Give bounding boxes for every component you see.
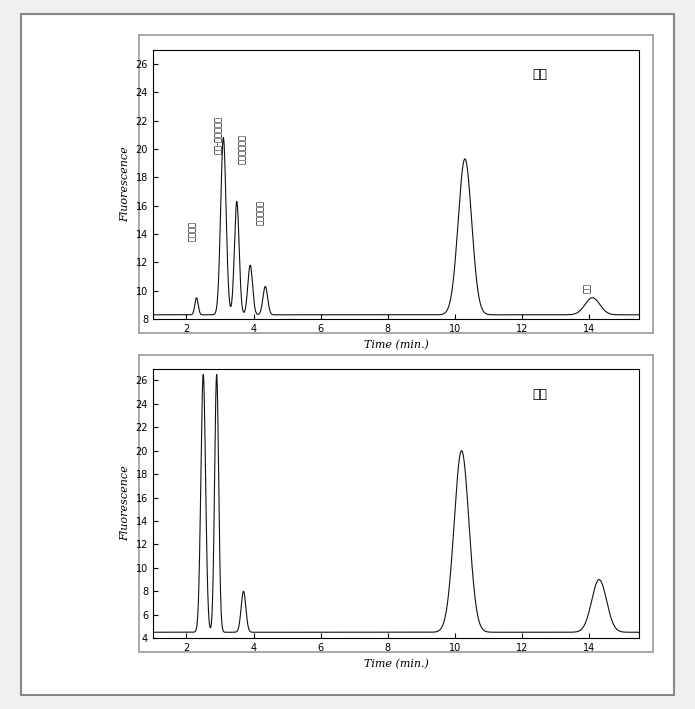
X-axis label: Time (min.): Time (min.) — [363, 659, 429, 669]
Text: 标准: 标准 — [532, 69, 548, 82]
Y-axis label: Fluorescence: Fluorescence — [120, 466, 130, 541]
Text: 胱氨酸甲硫: 胱氨酸甲硫 — [256, 200, 265, 225]
X-axis label: Time (min.): Time (min.) — [363, 340, 429, 350]
Text: 血浆: 血浆 — [532, 388, 548, 401]
Y-axis label: Fluorescence: Fluorescence — [120, 147, 130, 222]
Text: 同型半胱氨酸: 同型半胱氨酸 — [238, 134, 247, 164]
Text: 内标: 内标 — [583, 283, 592, 293]
Text: 半胱-甲基蛋氨酸: 半胱-甲基蛋氨酸 — [214, 116, 223, 154]
Text: 半胱氨酸: 半胱氨酸 — [188, 221, 197, 241]
